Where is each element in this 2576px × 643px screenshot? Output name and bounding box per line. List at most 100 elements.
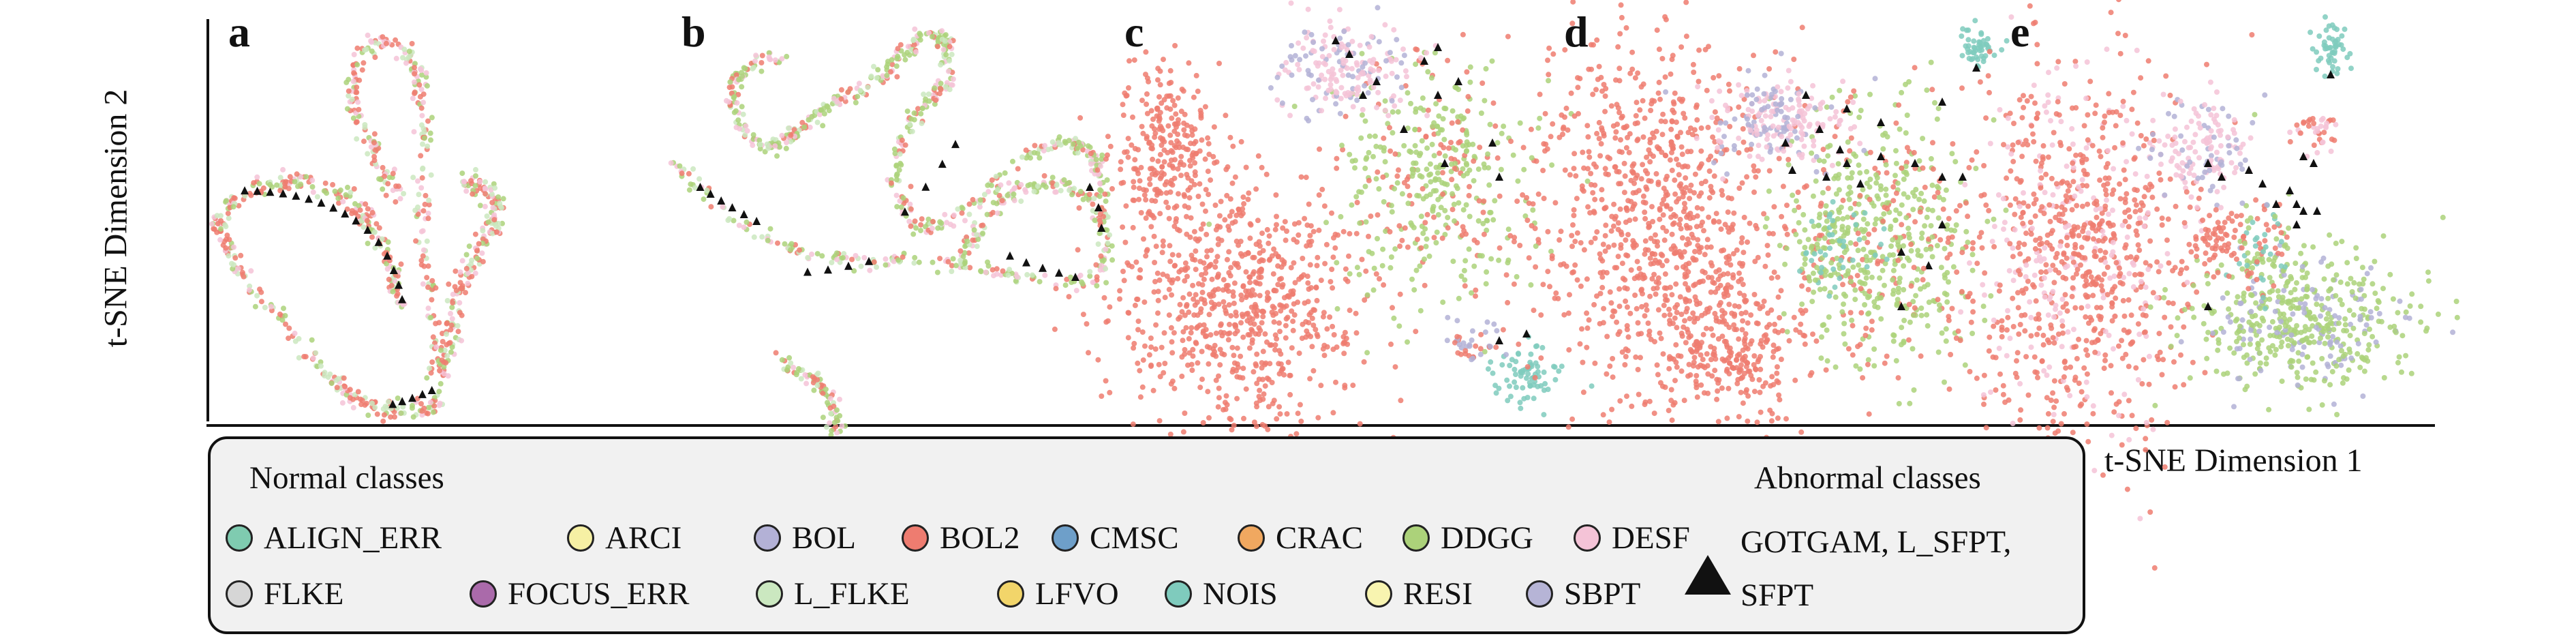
scatter-point xyxy=(1642,168,1649,174)
scatter-point xyxy=(1915,248,1921,254)
scatter-point xyxy=(727,79,733,85)
scatter-point xyxy=(459,258,465,264)
scatter-point xyxy=(393,183,399,189)
scatter-point xyxy=(444,320,450,327)
scatter-point xyxy=(1757,389,1763,395)
scatter-point xyxy=(1028,155,1033,161)
scatter-point xyxy=(871,259,877,265)
scatter-point xyxy=(442,347,448,353)
scatter-point xyxy=(1125,136,1131,142)
scatter-point xyxy=(1803,183,1809,189)
scatter-point xyxy=(1657,330,1663,336)
scatter-point xyxy=(1203,270,1209,276)
scatter-point xyxy=(1453,183,1459,189)
scatter-point xyxy=(1135,360,1141,366)
scatter-point xyxy=(1049,139,1056,145)
scatter-point xyxy=(1668,246,1674,252)
abnormal-point xyxy=(408,393,416,402)
scatter-point xyxy=(254,174,260,180)
scatter-point xyxy=(1143,253,1149,259)
scatter-point xyxy=(1688,182,1694,188)
scatter-point xyxy=(1387,265,1394,271)
scatter-point xyxy=(469,257,475,263)
scatter-point xyxy=(1255,153,1261,159)
scatter-point xyxy=(1156,277,1163,283)
scatter-point xyxy=(1354,265,1360,271)
scatter-point xyxy=(1094,167,1101,173)
scatter-point xyxy=(1316,227,1322,233)
scatter-point xyxy=(1382,107,1388,113)
scatter-point xyxy=(1418,213,1424,220)
scatter-point xyxy=(922,224,928,230)
scatter-point xyxy=(1772,321,1777,327)
scatter-point xyxy=(365,32,371,38)
scatter-point xyxy=(1741,214,1747,220)
scatter-point xyxy=(1453,147,1458,153)
scatter-point xyxy=(500,196,506,202)
scatter-point xyxy=(1160,238,1166,244)
scatter-point xyxy=(1758,366,1764,372)
scatter-point xyxy=(1287,391,1293,398)
scatter-point xyxy=(1310,307,1317,313)
scatter-point xyxy=(1290,318,1296,325)
scatter-point xyxy=(1413,106,1419,112)
scatter-point xyxy=(1298,174,1304,180)
scatter-point xyxy=(1130,114,1135,120)
scatter-point xyxy=(1867,288,1873,295)
scatter-point xyxy=(1552,376,1559,383)
scatter-point xyxy=(996,192,1002,198)
scatter-point xyxy=(779,56,785,62)
scatter-point xyxy=(1257,258,1263,265)
scatter-point xyxy=(1871,226,1877,233)
scatter-point xyxy=(1946,279,1951,285)
scatter-point xyxy=(1467,64,1473,70)
scatter-point xyxy=(1129,142,1135,148)
scatter-point xyxy=(1892,217,1899,223)
scatter-point xyxy=(1719,385,1725,391)
scatter-point xyxy=(1190,346,1196,353)
scatter-point xyxy=(1448,140,1454,145)
scatter-point xyxy=(1161,147,1167,153)
abnormal-point xyxy=(1359,91,1367,99)
scatter-point xyxy=(823,387,829,392)
scatter-point xyxy=(1186,60,1192,66)
scatter-point xyxy=(1279,63,1285,70)
scatter-point xyxy=(333,377,339,383)
scatter-point xyxy=(1828,273,1834,279)
scatter-point xyxy=(1224,402,1230,408)
scatter-point xyxy=(1685,130,1691,136)
scatter-point xyxy=(1197,258,1203,265)
scatter-point xyxy=(1514,273,1520,280)
scatter-point xyxy=(807,124,813,130)
scatter-point xyxy=(1626,149,1632,155)
scatter-point xyxy=(1693,104,1699,110)
scatter-point xyxy=(433,285,439,291)
scatter-point xyxy=(894,204,900,210)
scatter-point xyxy=(1169,149,1176,155)
scatter-point xyxy=(1595,76,1601,83)
scatter-point xyxy=(1345,42,1351,48)
scatter-point xyxy=(1241,200,1247,207)
scatter-point xyxy=(1333,101,1339,107)
scatter-point xyxy=(1210,153,1216,160)
scatter-point xyxy=(750,143,756,149)
scatter-point xyxy=(1642,247,1649,253)
scatter-point xyxy=(1562,167,1568,173)
scatter-point xyxy=(1625,334,1631,340)
scatter-point xyxy=(1635,367,1641,372)
scatter-point xyxy=(907,121,913,128)
scatter-point xyxy=(1272,347,1278,353)
scatter-point xyxy=(1882,360,1888,366)
scatter-point xyxy=(1247,274,1253,280)
scatter-point xyxy=(1708,357,1714,363)
scatter-point xyxy=(1713,315,1719,321)
scatter-point xyxy=(1736,185,1743,191)
scatter-point xyxy=(1307,233,1313,239)
scatter-point xyxy=(1740,400,1746,406)
scatter-point xyxy=(340,198,346,205)
scatter-point xyxy=(1227,134,1233,140)
scatter-point xyxy=(1741,293,1747,299)
scatter-point xyxy=(1222,217,1228,223)
scatter-point xyxy=(1230,289,1236,295)
scatter-point xyxy=(1350,104,1356,110)
